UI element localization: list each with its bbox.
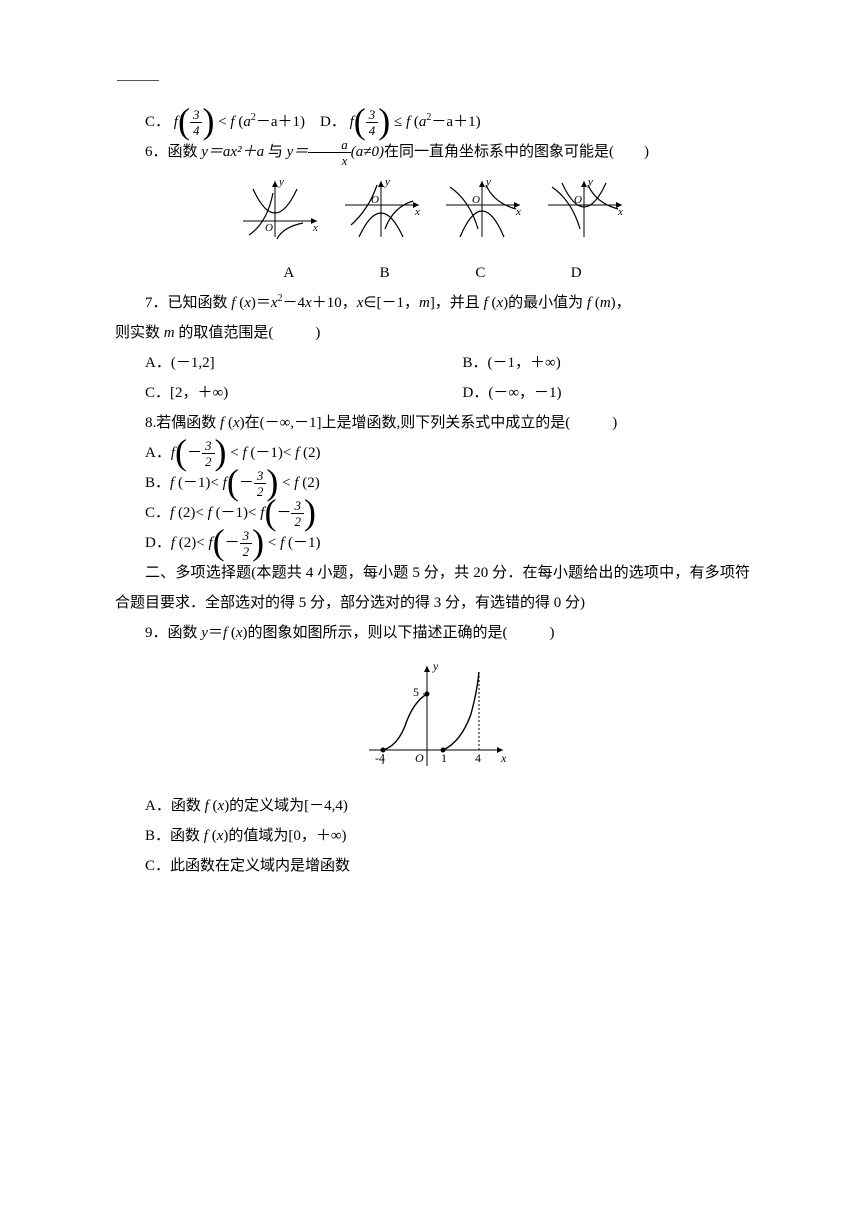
svg-text:5: 5 — [413, 685, 419, 699]
svg-text:4: 4 — [475, 751, 481, 765]
q8-d: D．f (2)< f(－32) < f (－1) — [145, 528, 750, 558]
q9-b: B．函数 f (x)的值域为[0，＋∞) — [145, 821, 750, 851]
q8-c: C．f (2)< f (－1)< f(－32) — [145, 498, 750, 528]
q7-b: B．(－1，＋∞) — [463, 348, 751, 378]
q9-c: C．此函数在定义域内是增函数 — [145, 851, 750, 881]
q5-d: D． — [320, 114, 346, 130]
q5-c-mid: < f (a2 — [218, 114, 256, 130]
section2-text: 二、多项选择题(本题共 4 小题，每小题 5 分，共 20 分．在每小题给出的选… — [115, 558, 750, 618]
header-underline — [117, 80, 159, 81]
svg-text:x: x — [414, 206, 420, 218]
q6-graph-a: x y O — [237, 175, 323, 243]
q8-text: 8.若偶函数 f (x)在(－∞,－1]上是增函数,则下列关系式中成立的是( ) — [115, 408, 750, 438]
svg-text:y: y — [384, 176, 390, 188]
svg-text:O: O — [415, 751, 424, 765]
q6-text: 6．函数 y＝ax²＋a 与 y＝ax(a≠0)在同一直角坐标系中的图象可能是(… — [115, 137, 750, 167]
q9-text: 9．函数 y＝f (x)的图象如图所示，则以下描述正确的是( ) — [115, 618, 750, 648]
q6-graphs: x y O x y O x y O — [115, 175, 750, 254]
q6-graph-c: x y O — [440, 175, 526, 243]
q7-line2: 则实数 m 的取值范围是( ) — [115, 318, 750, 348]
svg-text:x: x — [515, 206, 521, 218]
q7-d: D．(－∞，－1) — [463, 378, 751, 408]
q5-c: C． — [145, 114, 170, 130]
svg-text:O: O — [265, 222, 273, 234]
svg-text:1: 1 — [441, 751, 447, 765]
q7-c: C．[2，＋∞) — [145, 378, 433, 408]
q9-graph: x y O 5 -4 1 4 — [115, 656, 750, 787]
svg-text:x: x — [617, 206, 623, 218]
q5-d-mid: ≤ f (a2 — [394, 114, 431, 130]
q6-graph-labels: A B C D — [115, 258, 750, 288]
q6-graph-d: x y O — [542, 175, 628, 243]
q9-a: A．函数 f (x)的定义域为[－4,4) — [145, 791, 750, 821]
q7-line1: 7．已知函数 f (x)＝x2－4x＋10，x∈[－1，m]，并且 f (x)的… — [115, 288, 750, 318]
svg-text:y: y — [432, 659, 439, 673]
q5-options-cd: C． f(34) < f (a2－a＋1) D． f(34) ≤ f (a2－a… — [145, 107, 750, 137]
q7-a: A．(－1,2] — [145, 348, 433, 378]
svg-text:x: x — [500, 751, 507, 765]
q8-b: B．f (－1)< f(－32) < f (2) — [145, 468, 750, 498]
q6-graph-b: x y O — [339, 175, 425, 243]
svg-text:x: x — [312, 222, 318, 234]
svg-text:y: y — [278, 176, 284, 188]
svg-text:O: O — [574, 194, 582, 206]
svg-text:O: O — [472, 194, 480, 206]
